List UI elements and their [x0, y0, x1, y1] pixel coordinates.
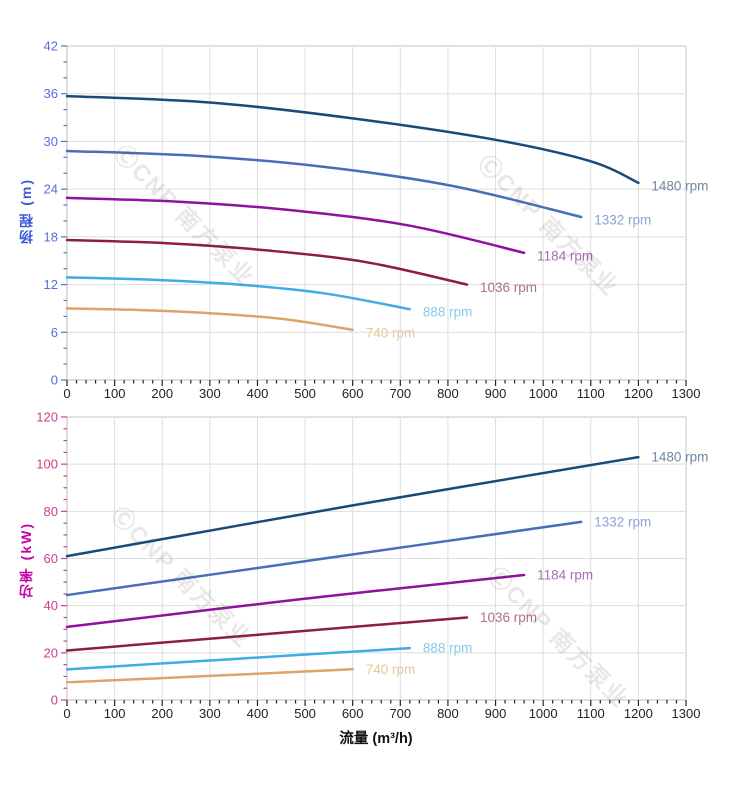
curve-head-740-rpm: [65, 307, 354, 332]
x-tick-label: 200: [151, 706, 173, 721]
curve-power-740-rpm: [65, 668, 354, 684]
y-gridlines: [67, 45, 686, 333]
y-tick-label: 18: [44, 229, 58, 244]
y-tick-label: 40: [44, 598, 58, 613]
curve-label-head-888-rpm: 888 rpm: [423, 305, 473, 320]
head-axis-title: 扬程 (m): [16, 178, 36, 244]
x-tick-label: 500: [294, 706, 316, 721]
x-tick-label: 1000: [529, 386, 558, 401]
curve-power-1332-rpm: [65, 520, 583, 597]
y-tick-label: 30: [44, 134, 58, 149]
x-tick-label: 1000: [529, 706, 558, 721]
curve-head-1480-rpm: [65, 94, 640, 185]
curve-head-888-rpm: [65, 276, 412, 311]
x-tick-label: 1200: [624, 386, 653, 401]
x-tick-label: 300: [199, 706, 221, 721]
curve-label-head-1036-rpm: 1036 rpm: [480, 280, 537, 295]
y-tick-label: 0: [51, 693, 58, 708]
y-tick-label: 42: [44, 39, 58, 54]
x-tick-label: 1300: [672, 706, 701, 721]
x-axis-ticks: [66, 700, 687, 706]
curve-power-888-rpm: [65, 646, 412, 671]
y-tick-label: 80: [44, 504, 58, 519]
x-tick-label: 1300: [672, 386, 701, 401]
y-tick-label: 100: [36, 457, 58, 472]
curve-label-head-1184-rpm: 1184 rpm: [537, 248, 593, 263]
x-tick-label: 400: [247, 386, 269, 401]
x-tick-label: 900: [485, 706, 507, 721]
curve-head-1184-rpm: [65, 196, 526, 255]
x-axis-tick-labels: 0 100 200 300 400 500 600 700 800 900 1000 1100 1200…: [63, 706, 700, 721]
y-tick-label: 24: [44, 182, 58, 197]
flow-axis-title: 流量 (m³/h): [339, 731, 413, 747]
y-tick-label: 120: [36, 410, 58, 425]
y-axis-ticks: [61, 416, 67, 701]
x-axis-ticks: [66, 380, 687, 386]
curve-head-1332-rpm: [65, 149, 583, 219]
x-tick-label: 800: [437, 386, 459, 401]
power-axis-unit: (kW): [18, 522, 34, 561]
curve-power-1184-rpm: [65, 573, 526, 629]
head-chart: 0 100 200 300 400 500 600 700 800 900 1000 1100 1200…: [44, 39, 709, 402]
x-tick-label: 400: [247, 706, 269, 721]
x-tick-label: 700: [389, 706, 411, 721]
curve-power-1036-rpm: [65, 616, 469, 652]
x-tick-label: 1100: [577, 386, 605, 401]
x-tick-label: 700: [389, 386, 411, 401]
curve-label-head-740-rpm: 740 rpm: [366, 325, 416, 340]
x-axis-tick-labels: 0 100 200 300 400 500 600 700 800 900 1000 1100 1200…: [63, 386, 700, 401]
curve-label-head-1480-rpm: 1480 rpm: [651, 178, 708, 193]
curve-head-1036-rpm: [65, 238, 469, 286]
x-tick-label: 0: [63, 706, 70, 721]
curve-label-power-1036-rpm: 1036 rpm: [480, 610, 537, 625]
x-tick-label: 300: [199, 386, 221, 401]
y-tick-label: 36: [44, 86, 58, 101]
curve-power-1480-rpm: [65, 455, 640, 558]
curve-label-power-740-rpm: 740 rpm: [366, 662, 416, 677]
x-tick-label: 0: [63, 386, 70, 401]
curve-label-head-1332-rpm: 1332 rpm: [594, 212, 651, 227]
x-tick-label: 500: [294, 386, 316, 401]
curve-label-power-1332-rpm: 1332 rpm: [594, 514, 651, 529]
head-axis-title-cn: 扬程: [18, 211, 34, 244]
curve-label-power-888-rpm: 888 rpm: [423, 641, 473, 656]
x-tick-label: 800: [437, 706, 459, 721]
power-axis-title-cn: 功率: [18, 566, 34, 599]
head-axis-unit: (m): [18, 178, 34, 206]
x-tick-label: 100: [104, 386, 126, 401]
x-tick-label: 600: [342, 706, 364, 721]
power-axis-title: 功率 (kW): [16, 522, 36, 598]
y-tick-label: 20: [44, 645, 58, 660]
curve-label-power-1184-rpm: 1184 rpm: [537, 568, 593, 583]
x-tick-label: 900: [485, 386, 507, 401]
power-chart: 0 100 200 300 400 500 600 700 800 900 1000 1100 1200…: [36, 410, 708, 722]
x-tick-label: 1100: [577, 706, 605, 721]
y-axis-tick-labels: 0 20 40 60 80 100 120: [36, 410, 58, 708]
y-tick-label: 0: [51, 373, 58, 388]
x-tick-label: 100: [104, 706, 126, 721]
y-axis-tick-labels: 0 6 12 18 24 30 36 42: [44, 39, 58, 388]
y-tick-label: 60: [44, 551, 58, 566]
y-gridlines: [67, 416, 686, 654]
curve-label-power-1480-rpm: 1480 rpm: [651, 450, 708, 465]
x-tick-label: 600: [342, 386, 364, 401]
x-tick-label: 200: [151, 386, 173, 401]
y-tick-label: 6: [51, 325, 58, 340]
x-tick-label: 1200: [624, 706, 653, 721]
y-axis-ticks: [61, 45, 67, 381]
y-tick-label: 12: [44, 277, 58, 292]
